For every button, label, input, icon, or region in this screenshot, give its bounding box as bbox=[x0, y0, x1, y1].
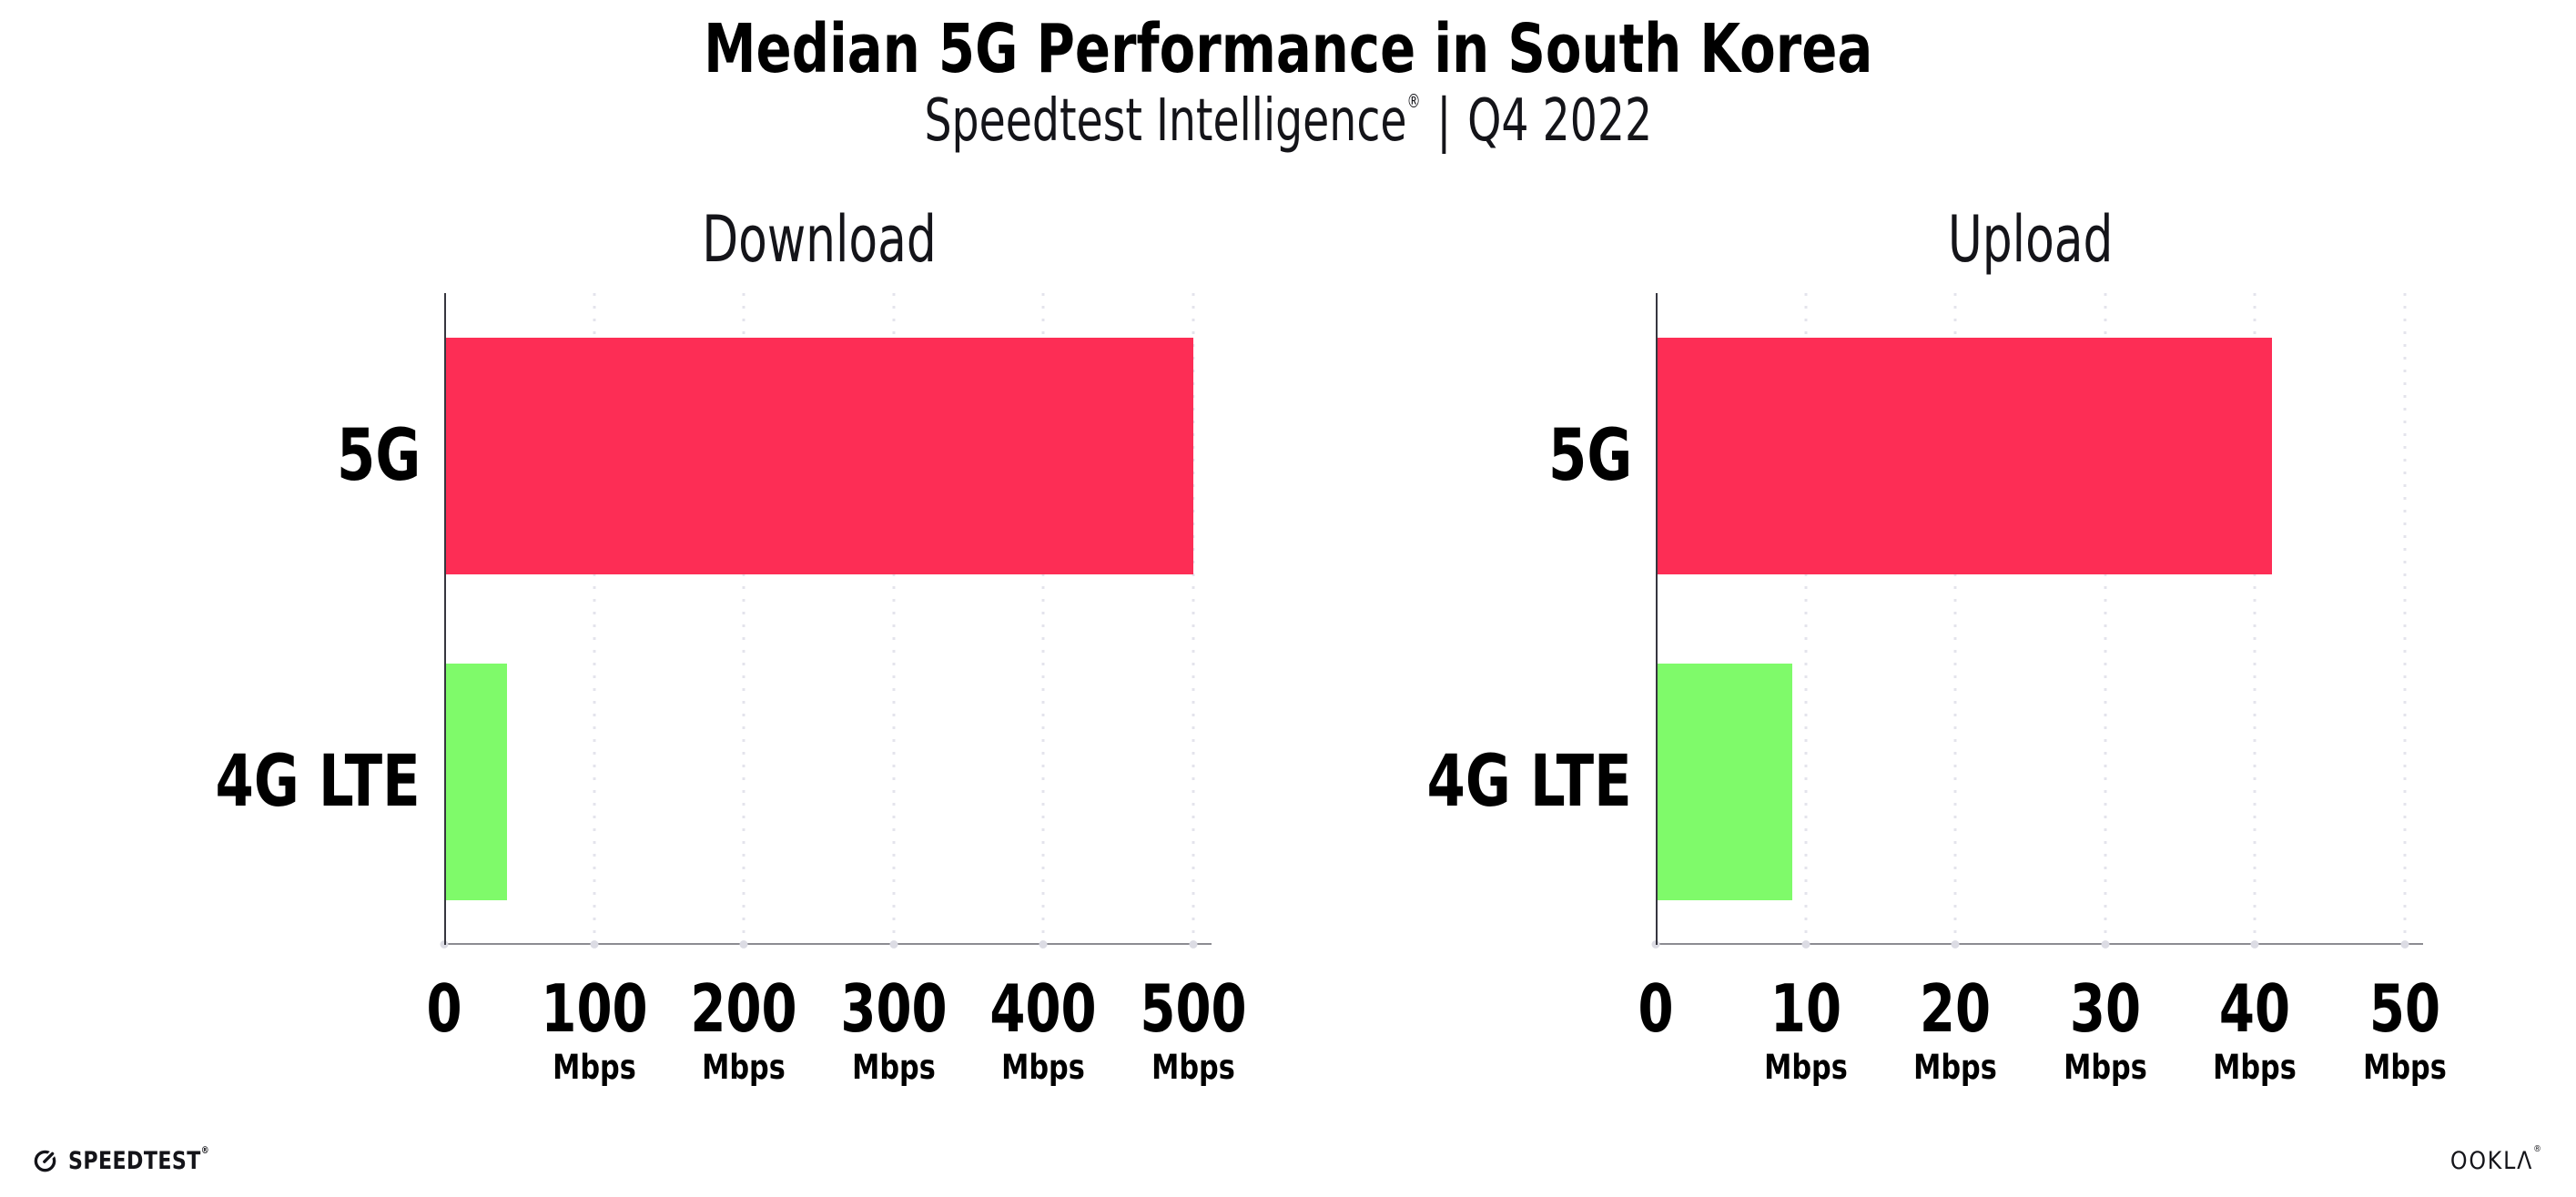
gridline-100 bbox=[593, 293, 596, 946]
x-tick-label-200: 200 Mbps bbox=[675, 976, 812, 1084]
unit-label: Mbps bbox=[2363, 1048, 2447, 1088]
upload-chart: Upload 5G 4G LTE 0 10 Mbps 20 Mbps 30 Mbps 40 Mbp… bbox=[1383, 202, 2447, 1112]
axis-tick-dot-40 bbox=[2250, 940, 2259, 949]
ookla-wordmark: OOKLΛ® bbox=[2450, 1144, 2543, 1176]
bar-4g-lte bbox=[1658, 663, 1793, 901]
unit-label: Mbps bbox=[2213, 1048, 2297, 1088]
speedtest-wordmark: SPEEDTEST® bbox=[68, 1144, 210, 1175]
unit-label: Mbps bbox=[1763, 1048, 1848, 1088]
bar-5g bbox=[446, 337, 1194, 575]
axis-tick-dot-30 bbox=[2101, 940, 2110, 949]
upload-category-axis: 5G 4G LTE bbox=[1383, 293, 1656, 945]
x-tick-label-30: 30 Mbps bbox=[2063, 970, 2147, 1088]
page-title: Median 5G Performance in South Korea bbox=[703, 10, 1873, 88]
x-tick-label-500: 500 Mbps bbox=[1125, 976, 1262, 1084]
axis-tick-dot-400 bbox=[1039, 940, 1048, 949]
unit-label: Mbps bbox=[1001, 1048, 1086, 1088]
x-axis-line bbox=[1656, 943, 2423, 946]
axis-tick-dot-50 bbox=[2400, 940, 2409, 949]
speedtest-gauge-icon bbox=[34, 1149, 57, 1172]
category-label-5g: 5G bbox=[336, 415, 421, 498]
registered-mark: ® bbox=[200, 1144, 210, 1156]
unit-label: Mbps bbox=[2063, 1048, 2147, 1088]
axis-tick-dot-500 bbox=[1189, 940, 1198, 949]
gridline-50 bbox=[2403, 293, 2407, 946]
y-axis-line bbox=[1656, 293, 1658, 946]
download-category-axis: 5G 4G LTE bbox=[171, 293, 444, 945]
x-tick-label-0: 0 bbox=[1638, 970, 1674, 1048]
upload-chart-title: Upload bbox=[1947, 202, 2114, 278]
axis-tick-dot-200 bbox=[739, 940, 748, 949]
ookla-logo: OOKLΛ® bbox=[2438, 1144, 2543, 1176]
x-tick-label-40: 40 Mbps bbox=[2213, 970, 2297, 1088]
x-tick-label-0: 0 bbox=[426, 970, 462, 1048]
download-chart-title: Download bbox=[701, 202, 937, 278]
y-axis-line bbox=[444, 293, 446, 946]
x-tick-label-100: 100 Mbps bbox=[525, 976, 662, 1084]
upload-plot-area bbox=[1651, 293, 2423, 949]
subtitle-period: Q4 2022 bbox=[1466, 86, 1652, 155]
subtitle-separator: | bbox=[1436, 86, 1452, 155]
gridline-400 bbox=[1041, 293, 1045, 946]
category-label-4g-lte: 4G LTE bbox=[1426, 741, 1632, 824]
axis-tick-dot-100 bbox=[590, 940, 599, 949]
download-chart: Download 5G 4G LTE 0 100 Mbps 200 Mbps 300 Mbps… bbox=[171, 202, 1247, 1112]
category-label-4g-lte: 4G LTE bbox=[215, 741, 421, 824]
bar-4g-lte bbox=[446, 663, 508, 901]
gridline-40 bbox=[2253, 293, 2257, 946]
axis-tick-dot-300 bbox=[889, 940, 898, 949]
speedtest-logo: SPEEDTEST® bbox=[33, 1144, 240, 1175]
unit-label: Mbps bbox=[1151, 1048, 1235, 1088]
gridline-200 bbox=[742, 293, 745, 946]
unit-label: Mbps bbox=[851, 1048, 936, 1088]
x-axis-line bbox=[444, 943, 1212, 946]
download-x-axis-ticks: 0 100 Mbps 200 Mbps 300 Mbps 400 Mbps 500 Mbps bbox=[426, 976, 1246, 1112]
gridline-500 bbox=[1192, 293, 1195, 946]
axis-tick-dot-10 bbox=[1801, 940, 1810, 949]
download-chart-body: 5G 4G LTE 0 100 Mbps 200 Mbps 300 Mbps 400 Mbps 50… bbox=[171, 293, 1247, 1112]
x-tick-label-400: 400 Mbps bbox=[975, 976, 1111, 1084]
registered-mark: ® bbox=[2533, 1144, 2543, 1154]
x-tick-label-50: 50 Mbps bbox=[2363, 970, 2447, 1088]
page-subtitle: Speedtest Intelligence® | Q4 2022 bbox=[0, 86, 2576, 155]
footer: SPEEDTEST® OOKLΛ® bbox=[33, 1144, 2543, 1176]
registered-mark: ® bbox=[1406, 89, 1421, 112]
unit-label: Mbps bbox=[1913, 1048, 1998, 1088]
charts-row: Download 5G 4G LTE 0 100 Mbps 200 Mbps 300 Mbps… bbox=[0, 208, 2576, 1112]
category-label-5g: 5G bbox=[1547, 415, 1632, 498]
subtitle-brand: Speedtest Intelligence bbox=[924, 86, 1407, 155]
upload-chart-body: 5G 4G LTE 0 10 Mbps 20 Mbps 30 Mbps 40 Mbps 50 Mbps bbox=[1383, 293, 2447, 1112]
axis-tick-dot-20 bbox=[1951, 940, 1960, 949]
upload-x-axis-ticks: 0 10 Mbps 20 Mbps 30 Mbps 40 Mbps 50 Mbps bbox=[1638, 970, 2446, 1112]
unit-label: Mbps bbox=[552, 1048, 636, 1088]
gridline-20 bbox=[1953, 293, 1957, 946]
gridline-300 bbox=[892, 293, 896, 946]
x-tick-label-20: 20 Mbps bbox=[1913, 970, 1998, 1088]
unit-label: Mbps bbox=[702, 1048, 786, 1088]
download-plot-area bbox=[440, 293, 1212, 949]
bar-5g bbox=[1658, 337, 2272, 575]
header: Median 5G Performance in South Korea Spe… bbox=[0, 0, 2576, 153]
x-tick-label-10: 10 Mbps bbox=[1763, 970, 1848, 1088]
gridline-10 bbox=[1804, 293, 1808, 946]
gridline-30 bbox=[2104, 293, 2107, 946]
x-tick-label-300: 300 Mbps bbox=[826, 976, 962, 1084]
